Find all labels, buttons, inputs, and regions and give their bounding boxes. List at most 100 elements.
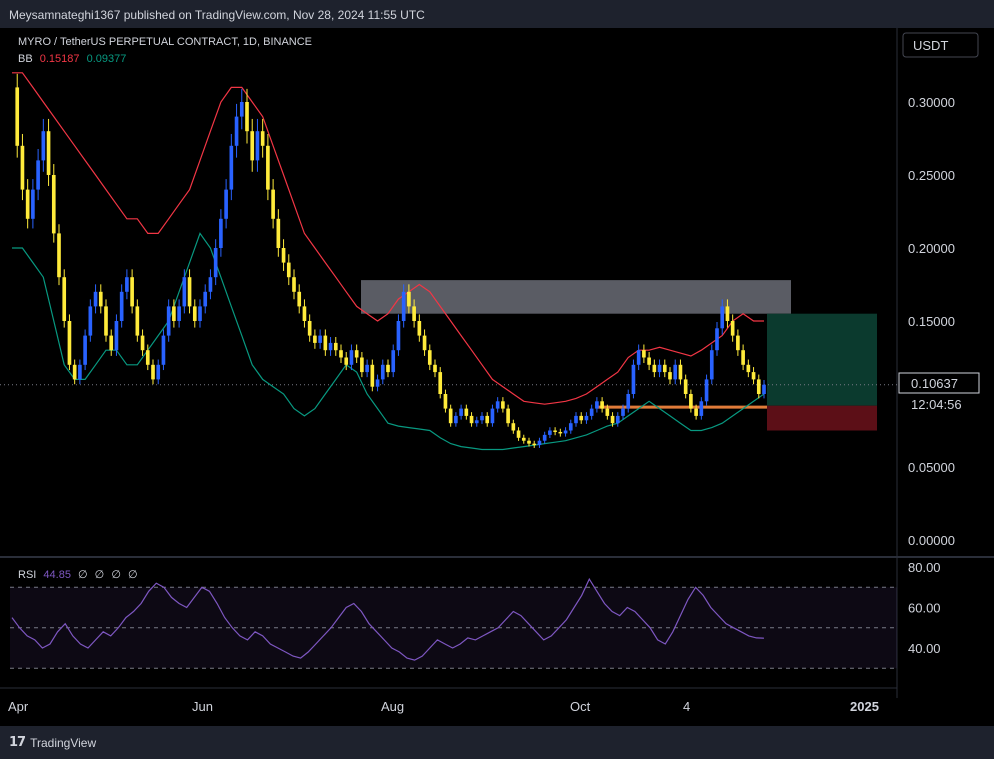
candle-body [495, 401, 500, 409]
candle-body [386, 364, 390, 373]
candle-body [281, 248, 286, 263]
candle-body [166, 306, 171, 336]
time-tick-5: 2025 [850, 699, 879, 714]
candle-body [595, 401, 599, 409]
candle-body [574, 415, 578, 424]
candle-body [250, 131, 255, 161]
candle-body [678, 364, 683, 380]
candle-body [417, 321, 422, 336]
candle-body [689, 394, 693, 409]
rsi-pane [10, 577, 897, 669]
price-tick-3: 0.15000 [908, 314, 955, 329]
published-text: Meysamnateghi1367 published on TradingVi… [9, 8, 425, 22]
candle-body [203, 291, 208, 307]
candle-body [433, 364, 437, 373]
candle-body [647, 357, 651, 365]
candle-body [652, 364, 657, 373]
candle-body [506, 408, 510, 424]
bb-label: BB [18, 53, 33, 65]
candle-body [51, 175, 56, 234]
rsi-value: 44.85 [43, 569, 71, 581]
candle-body [443, 394, 448, 409]
candle-body [46, 131, 51, 175]
countdown-label: 12:04:56 [911, 397, 962, 412]
currency-button[interactable] [902, 32, 979, 58]
candle-body [474, 420, 479, 424]
candle-body [109, 335, 114, 351]
price-tick-4: 0.05000 [908, 460, 955, 475]
candle-body [119, 291, 124, 321]
rsi-line [11, 577, 765, 661]
candle-body [114, 321, 119, 351]
brand-label: TradingView [30, 735, 97, 750]
price-tick-1: 0.25000 [908, 168, 955, 183]
candle-body [736, 335, 740, 351]
candle-body [88, 306, 93, 336]
candle-body [25, 189, 30, 219]
candle-body [271, 189, 275, 219]
candle-body [605, 408, 610, 416]
candle-body [751, 372, 756, 380]
candle-body [558, 431, 563, 434]
rsi-legend: RSI 44.85 ∅ ∅ ∅ ∅ [18, 569, 138, 581]
price-axis: 0.30000 0.25000 0.20000 0.15000 0.05000 0.000… [908, 95, 955, 656]
candle-body [715, 328, 719, 351]
candle-body [276, 218, 281, 248]
rsi-extra-2: ∅ [111, 569, 121, 581]
rsi-tick-0: 80.00 [908, 560, 941, 575]
symbol-title: MYRO / TetherUS PERPETUAL CONTRACT, 1D, … [18, 36, 312, 48]
candle-body [407, 291, 411, 307]
candle-body [78, 364, 82, 380]
candle-body [292, 277, 296, 292]
candle-body [464, 408, 469, 416]
candle-body [636, 350, 641, 365]
candle-body [229, 145, 234, 190]
candle-body [297, 291, 302, 307]
rsi-extra-0: ∅ [78, 569, 88, 581]
candle-body [260, 131, 265, 146]
bb-legend: BB 0.15187 0.09377 [18, 53, 126, 65]
candle-body [380, 364, 385, 380]
candle-body [683, 379, 688, 394]
candle-body [93, 291, 98, 307]
candle-body [323, 335, 328, 351]
candle-body [36, 160, 40, 190]
candle-body [313, 335, 317, 343]
candle-body [589, 408, 594, 416]
candle-body [532, 443, 537, 446]
candle-body [360, 357, 364, 373]
candle-body [631, 364, 636, 394]
candle-body [516, 430, 521, 438]
candle-body [182, 277, 187, 307]
candle-body [156, 364, 161, 380]
candle-body [762, 384, 766, 394]
target-zone [767, 313, 877, 406]
candle-body [140, 335, 145, 351]
candle-body [370, 364, 375, 387]
candle-body [694, 408, 698, 416]
price-chart[interactable]: 0.30000 0.25000 0.20000 0.15000 0.05000 0.000… [0, 28, 994, 726]
candle-body [412, 306, 416, 321]
candle-body [365, 364, 369, 373]
candle-body [72, 364, 77, 380]
candle-body [192, 306, 197, 321]
candle-body [234, 116, 239, 146]
candle-body [307, 321, 312, 336]
footer-bar: 17 TradingView [0, 726, 994, 759]
candle-body [396, 321, 401, 351]
candle-body [704, 379, 709, 402]
rsi-extra-1: ∅ [95, 569, 105, 581]
candle-body [485, 415, 490, 424]
bb-upper-value: 0.15187 [40, 53, 80, 65]
candle-body [401, 291, 406, 321]
candle-body [469, 415, 474, 424]
candle-body [391, 350, 396, 373]
candle-body [339, 350, 343, 358]
published-header: Meysamnateghi1367 published on TradingVi… [0, 0, 994, 28]
candle-body [31, 189, 35, 219]
candle-body [255, 131, 260, 161]
candle-body [537, 440, 542, 446]
tradingview-logo[interactable]: 17 TradingView [9, 735, 96, 750]
candle-body [41, 131, 46, 161]
candle-body [67, 321, 72, 365]
